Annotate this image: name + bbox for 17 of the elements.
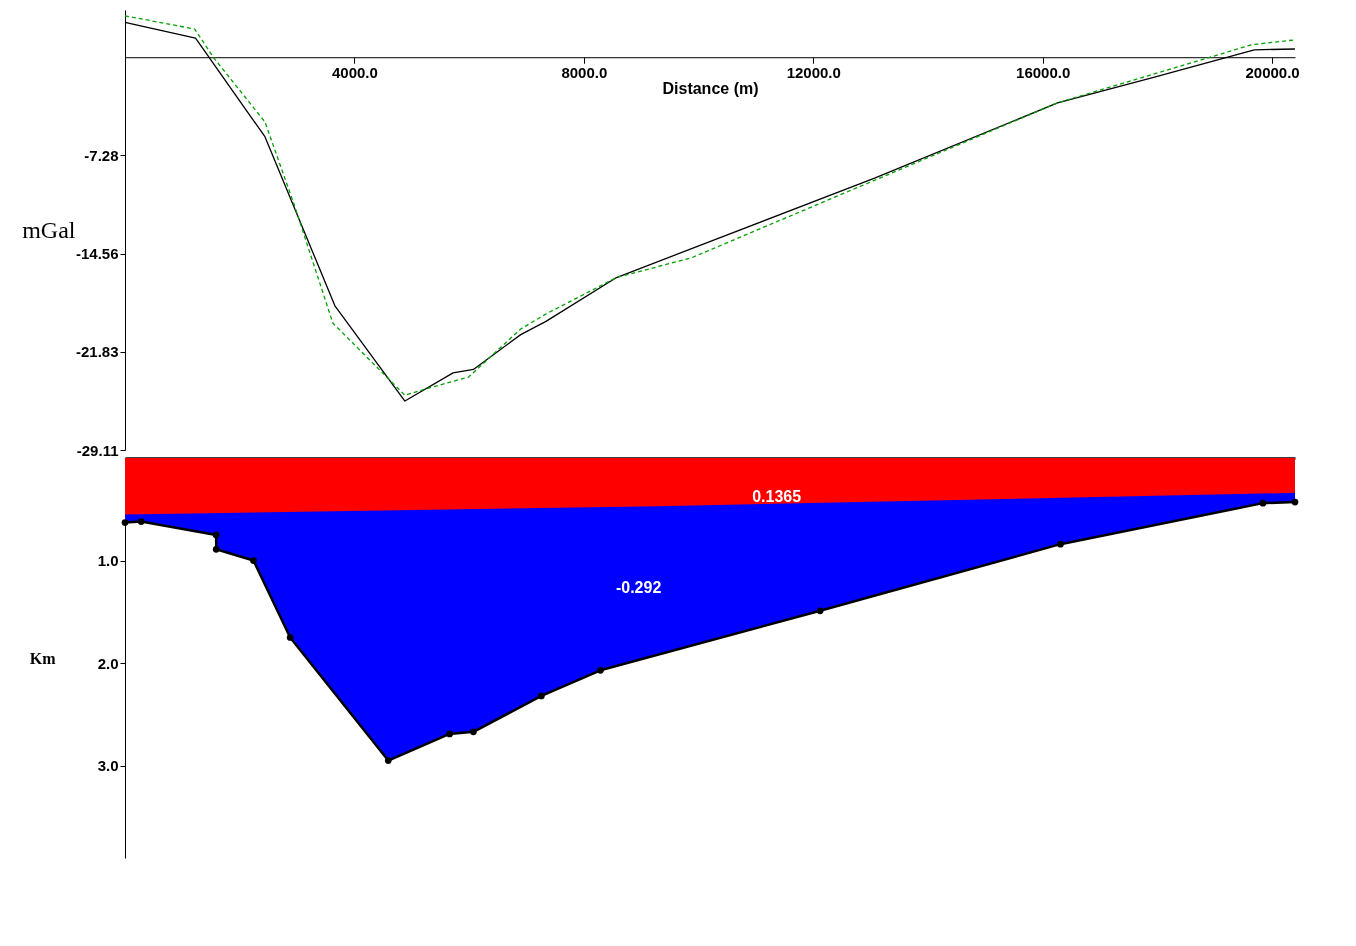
- y-tick-label: 2.0: [97, 654, 119, 672]
- annotation: -0.292: [615, 579, 662, 597]
- y-tick-label: 1.0: [97, 552, 119, 570]
- x-tick-label: 4000.0: [331, 63, 378, 81]
- x-axis-title: Distance (m): [662, 79, 759, 97]
- y-axis-title: Km: [29, 649, 57, 667]
- x-tick-label: 12000.0: [786, 63, 841, 81]
- x-tick-label: 8000.0: [561, 63, 608, 81]
- y-tick-label: -29.11: [76, 441, 119, 459]
- x-tick-label: 16000.0: [1016, 63, 1071, 81]
- y-tick-label: 3.0: [97, 757, 119, 775]
- y-tick-label: -21.83: [75, 343, 119, 361]
- annotation: 0.1365: [752, 487, 802, 505]
- x-tick-label: 20000.0: [1245, 63, 1300, 81]
- y-tick-label: -14.56: [75, 245, 119, 263]
- y-tick-label: -7.28: [84, 146, 119, 164]
- y-axis-title: mGal: [22, 216, 76, 243]
